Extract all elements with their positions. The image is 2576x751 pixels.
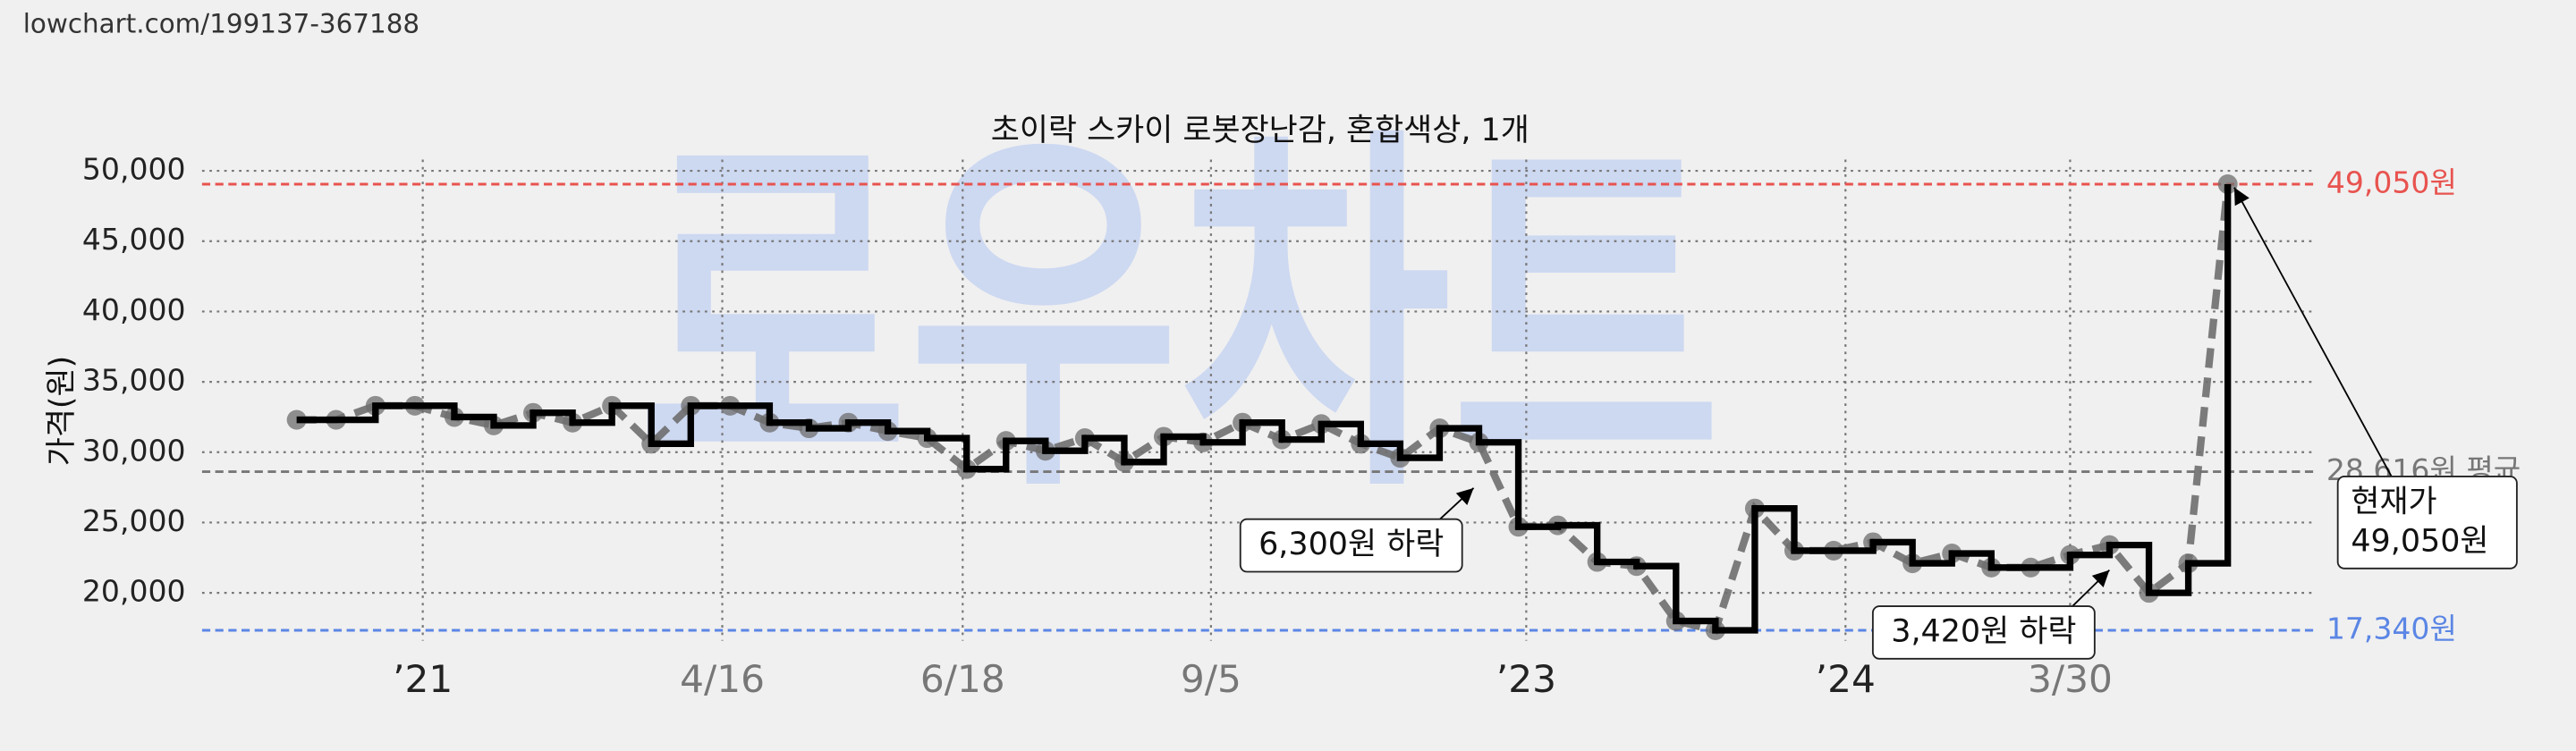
y-tick-label: 50,000 [82, 152, 186, 187]
x-tick-label: ’24 [1816, 657, 1876, 701]
y-tick-label: 25,000 [82, 503, 186, 538]
arrow-head [1455, 487, 1474, 506]
y-axis-label: 가격(원) [44, 356, 80, 466]
chart-title: 초이락 스카이 로봇장난감, 혼합색상, 1개 [991, 113, 1530, 148]
reference-label: 49,050원 [2326, 165, 2457, 200]
x-tick-label: ’23 [1496, 657, 1556, 701]
y-tick-label: 35,000 [82, 363, 186, 398]
annotation-box [1239, 518, 1463, 573]
annotation-text: 6,300원 하락 [1258, 527, 1444, 562]
x-tick-label: 3/30 [2028, 657, 2113, 701]
annotation-arrow [2233, 187, 2393, 477]
y-tick-label: 30,000 [82, 433, 186, 468]
reference-label: 17,340원 [2326, 611, 2457, 646]
x-tick-label: 6/18 [920, 657, 1005, 701]
url: lowchart.com/199137-367188 [23, 8, 419, 38]
data-point [286, 409, 307, 430]
annotation-box [1871, 605, 2096, 660]
x-tick-label: 9/5 [1181, 657, 1241, 701]
y-tick-label: 45,000 [82, 222, 186, 257]
annotation-text: 3,420원 하락 [1891, 613, 2076, 649]
y-tick-label: 40,000 [82, 292, 186, 327]
annotation-box [2336, 476, 2518, 570]
x-tick-label: ’21 [393, 657, 453, 701]
step-line [296, 184, 2232, 634]
annotation-text: 현재가 [2351, 484, 2436, 519]
annotation-text: 49,050원 [2351, 523, 2488, 559]
arrow-head [2091, 570, 2110, 588]
y-tick-label: 20,000 [82, 574, 186, 609]
arrow-head [2233, 187, 2250, 207]
x-tick-label: 4/16 [680, 657, 765, 701]
